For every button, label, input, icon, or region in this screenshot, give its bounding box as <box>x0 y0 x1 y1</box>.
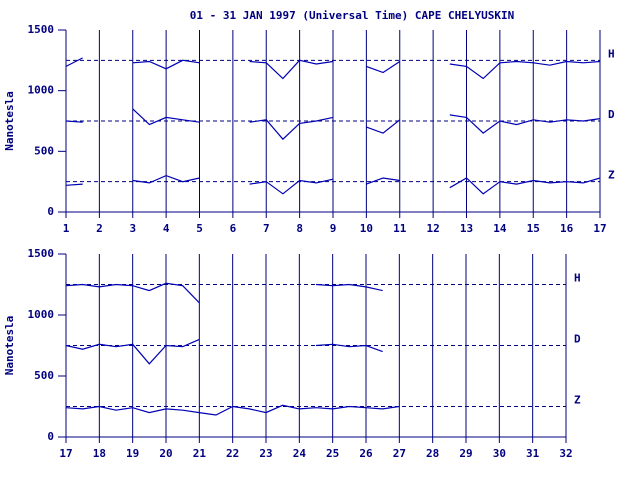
x-tick-label: 19 <box>126 447 139 460</box>
x-tick-label: 22 <box>226 447 239 460</box>
x-tick-label: 21 <box>193 447 207 460</box>
series-line <box>65 174 601 195</box>
x-tick-label: 8 <box>296 222 303 235</box>
x-tick-label: 27 <box>393 447 406 460</box>
series-line <box>65 282 383 304</box>
x-tick-label: 26 <box>359 447 373 460</box>
x-tick-label: 1 <box>63 222 70 235</box>
x-tick-label: 17 <box>593 222 606 235</box>
y-tick-label: 1500 <box>28 23 55 36</box>
series-label: D <box>574 333 581 346</box>
x-tick-label: 28 <box>426 447 439 460</box>
x-tick-label: 4 <box>163 222 170 235</box>
series-label: H <box>574 272 581 285</box>
x-tick-label: 9 <box>330 222 337 235</box>
x-tick-label: 13 <box>460 222 473 235</box>
x-tick-label: 16 <box>560 222 574 235</box>
x-tick-label: 12 <box>427 222 440 235</box>
x-tick-label: 2 <box>96 222 103 235</box>
series-line <box>65 57 601 80</box>
y-tick-label: 1500 <box>28 247 55 260</box>
x-tick-label: 32 <box>559 447 572 460</box>
chart-title: 01 - 31 JAN 1997 (Universal Time) CAPE C… <box>190 9 515 22</box>
x-tick-label: 10 <box>360 222 373 235</box>
x-tick-label: 18 <box>93 447 106 460</box>
x-tick-label: 20 <box>159 447 172 460</box>
x-tick-label: 29 <box>459 447 472 460</box>
x-tick-label: 6 <box>230 222 237 235</box>
x-tick-label: 17 <box>59 447 72 460</box>
x-tick-label: 7 <box>263 222 270 235</box>
y-tick-label: 500 <box>34 144 54 157</box>
series-line <box>65 108 601 141</box>
x-tick-label: 5 <box>196 222 203 235</box>
y-tick-label: 0 <box>47 430 54 443</box>
series-line <box>65 338 383 365</box>
x-tick-label: 25 <box>326 447 339 460</box>
series-label: Z <box>574 394 581 407</box>
x-tick-label: 3 <box>129 222 136 235</box>
x-tick-label: 11 <box>393 222 407 235</box>
y-tick-label: 1000 <box>28 84 55 97</box>
series-label: D <box>608 108 615 121</box>
y-tick-label: 1000 <box>28 308 55 321</box>
y-axis-label: Nanotesla <box>3 316 16 376</box>
series-label: H <box>608 47 615 60</box>
y-tick-label: 0 <box>47 205 54 218</box>
series-line <box>65 404 400 416</box>
series-label: Z <box>608 169 615 182</box>
y-axis-label: Nanotesla <box>3 91 16 151</box>
x-tick-label: 15 <box>527 222 540 235</box>
x-tick-label: 23 <box>259 447 272 460</box>
x-tick-label: 24 <box>293 447 307 460</box>
x-tick-label: 14 <box>493 222 507 235</box>
x-tick-label: 31 <box>526 447 540 460</box>
y-tick-label: 500 <box>34 369 54 382</box>
x-tick-label: 30 <box>493 447 506 460</box>
